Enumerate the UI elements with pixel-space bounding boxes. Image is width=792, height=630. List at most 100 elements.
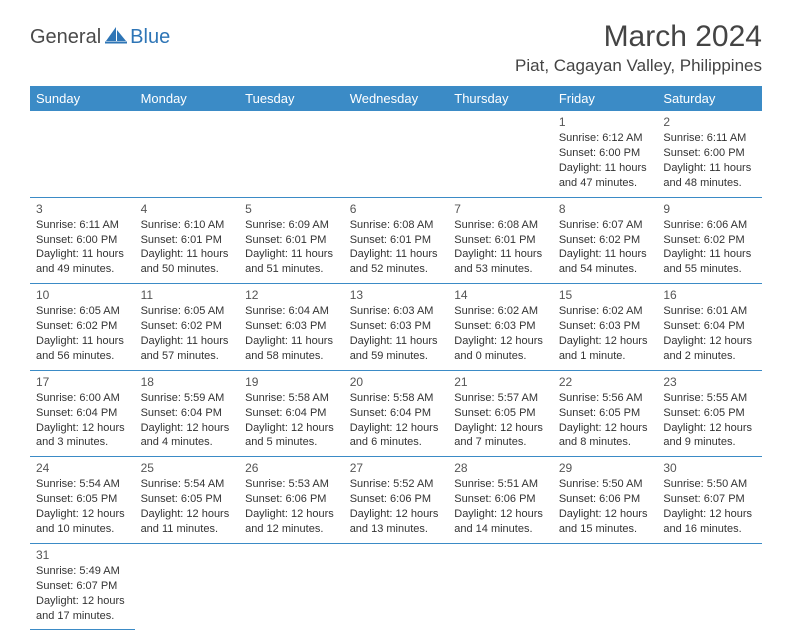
daylight-line: Daylight: 12 hours and 7 minutes. bbox=[454, 421, 547, 451]
daylight-line: Daylight: 12 hours and 16 minutes. bbox=[663, 507, 756, 537]
day-header: Thursday bbox=[448, 86, 553, 111]
day-number: 29 bbox=[559, 460, 652, 476]
sunrise-line: Sunrise: 5:55 AM bbox=[663, 391, 756, 406]
daylight-line: Daylight: 12 hours and 10 minutes. bbox=[36, 507, 129, 537]
day-number: 20 bbox=[350, 374, 443, 390]
calendar-cell: 5Sunrise: 6:09 AMSunset: 6:01 PMDaylight… bbox=[239, 197, 344, 284]
calendar-cell: 23Sunrise: 5:55 AMSunset: 6:05 PMDayligh… bbox=[657, 370, 762, 457]
calendar-cell: 18Sunrise: 5:59 AMSunset: 6:04 PMDayligh… bbox=[135, 370, 240, 457]
daylight-line: Daylight: 11 hours and 57 minutes. bbox=[141, 334, 234, 364]
sunset-line: Sunset: 6:04 PM bbox=[663, 319, 756, 334]
title-block: March 2024 Piat, Cagayan Valley, Philipp… bbox=[515, 20, 762, 76]
day-header: Saturday bbox=[657, 86, 762, 111]
calendar-cell: 28Sunrise: 5:51 AMSunset: 6:06 PMDayligh… bbox=[448, 457, 553, 544]
sunrise-line: Sunrise: 5:57 AM bbox=[454, 391, 547, 406]
sunset-line: Sunset: 6:04 PM bbox=[245, 406, 338, 421]
calendar-cell: 10Sunrise: 6:05 AMSunset: 6:02 PMDayligh… bbox=[30, 284, 135, 371]
daylight-line: Daylight: 11 hours and 50 minutes. bbox=[141, 247, 234, 277]
day-number: 16 bbox=[663, 287, 756, 303]
sunrise-line: Sunrise: 5:54 AM bbox=[141, 477, 234, 492]
sunrise-line: Sunrise: 6:02 AM bbox=[559, 304, 652, 319]
sunset-line: Sunset: 6:03 PM bbox=[350, 319, 443, 334]
calendar-cell: 14Sunrise: 6:02 AMSunset: 6:03 PMDayligh… bbox=[448, 284, 553, 371]
sunset-line: Sunset: 6:05 PM bbox=[454, 406, 547, 421]
sunrise-line: Sunrise: 6:03 AM bbox=[350, 304, 443, 319]
sunset-line: Sunset: 6:06 PM bbox=[350, 492, 443, 507]
sunrise-line: Sunrise: 5:54 AM bbox=[36, 477, 129, 492]
calendar-cell: 1Sunrise: 6:12 AMSunset: 6:00 PMDaylight… bbox=[553, 111, 658, 197]
daylight-line: Daylight: 11 hours and 59 minutes. bbox=[350, 334, 443, 364]
daylight-line: Daylight: 12 hours and 5 minutes. bbox=[245, 421, 338, 451]
sunset-line: Sunset: 6:04 PM bbox=[141, 406, 234, 421]
calendar-cell: 26Sunrise: 5:53 AMSunset: 6:06 PMDayligh… bbox=[239, 457, 344, 544]
calendar-cell: 17Sunrise: 6:00 AMSunset: 6:04 PMDayligh… bbox=[30, 370, 135, 457]
calendar-row: 31Sunrise: 5:49 AMSunset: 6:07 PMDayligh… bbox=[30, 543, 762, 630]
location-subtitle: Piat, Cagayan Valley, Philippines bbox=[515, 56, 762, 76]
sunrise-line: Sunrise: 5:53 AM bbox=[245, 477, 338, 492]
sunset-line: Sunset: 6:02 PM bbox=[141, 319, 234, 334]
sunset-line: Sunset: 6:02 PM bbox=[559, 233, 652, 248]
day-number: 1 bbox=[559, 114, 652, 130]
sunrise-line: Sunrise: 6:06 AM bbox=[663, 218, 756, 233]
logo-sail-icon bbox=[105, 26, 127, 49]
sunset-line: Sunset: 6:06 PM bbox=[245, 492, 338, 507]
sunrise-line: Sunrise: 5:50 AM bbox=[663, 477, 756, 492]
daylight-line: Daylight: 11 hours and 56 minutes. bbox=[36, 334, 129, 364]
header: General Blue March 2024 Piat, Cagayan Va… bbox=[30, 20, 762, 76]
calendar-cell: 7Sunrise: 6:08 AMSunset: 6:01 PMDaylight… bbox=[448, 197, 553, 284]
sunrise-line: Sunrise: 6:12 AM bbox=[559, 131, 652, 146]
day-header: Wednesday bbox=[344, 86, 449, 111]
day-number: 11 bbox=[141, 287, 234, 303]
day-number: 10 bbox=[36, 287, 129, 303]
calendar-cell: 11Sunrise: 6:05 AMSunset: 6:02 PMDayligh… bbox=[135, 284, 240, 371]
sunrise-line: Sunrise: 5:51 AM bbox=[454, 477, 547, 492]
calendar-cell: 22Sunrise: 5:56 AMSunset: 6:05 PMDayligh… bbox=[553, 370, 658, 457]
day-number: 3 bbox=[36, 201, 129, 217]
calendar-cell-empty bbox=[344, 111, 449, 197]
calendar-table: Sunday Monday Tuesday Wednesday Thursday… bbox=[30, 86, 762, 630]
sunrise-line: Sunrise: 6:02 AM bbox=[454, 304, 547, 319]
daylight-line: Daylight: 12 hours and 3 minutes. bbox=[36, 421, 129, 451]
daylight-line: Daylight: 12 hours and 12 minutes. bbox=[245, 507, 338, 537]
calendar-row: 24Sunrise: 5:54 AMSunset: 6:05 PMDayligh… bbox=[30, 457, 762, 544]
calendar-cell: 21Sunrise: 5:57 AMSunset: 6:05 PMDayligh… bbox=[448, 370, 553, 457]
sunrise-line: Sunrise: 6:05 AM bbox=[141, 304, 234, 319]
day-header: Sunday bbox=[30, 86, 135, 111]
day-number: 27 bbox=[350, 460, 443, 476]
sunset-line: Sunset: 6:02 PM bbox=[36, 319, 129, 334]
daylight-line: Daylight: 11 hours and 55 minutes. bbox=[663, 247, 756, 277]
calendar-cell: 25Sunrise: 5:54 AMSunset: 6:05 PMDayligh… bbox=[135, 457, 240, 544]
logo: General Blue bbox=[30, 26, 170, 49]
day-number: 14 bbox=[454, 287, 547, 303]
daylight-line: Daylight: 12 hours and 13 minutes. bbox=[350, 507, 443, 537]
calendar-cell: 20Sunrise: 5:58 AMSunset: 6:04 PMDayligh… bbox=[344, 370, 449, 457]
calendar-cell-empty bbox=[135, 543, 240, 630]
day-number: 13 bbox=[350, 287, 443, 303]
sunset-line: Sunset: 6:04 PM bbox=[36, 406, 129, 421]
day-number: 12 bbox=[245, 287, 338, 303]
day-number: 26 bbox=[245, 460, 338, 476]
calendar-cell: 12Sunrise: 6:04 AMSunset: 6:03 PMDayligh… bbox=[239, 284, 344, 371]
calendar-header-row: Sunday Monday Tuesday Wednesday Thursday… bbox=[30, 86, 762, 111]
sunrise-line: Sunrise: 6:09 AM bbox=[245, 218, 338, 233]
calendar-row: 17Sunrise: 6:00 AMSunset: 6:04 PMDayligh… bbox=[30, 370, 762, 457]
sunset-line: Sunset: 6:03 PM bbox=[245, 319, 338, 334]
day-number: 28 bbox=[454, 460, 547, 476]
calendar-cell: 4Sunrise: 6:10 AMSunset: 6:01 PMDaylight… bbox=[135, 197, 240, 284]
sunrise-line: Sunrise: 5:59 AM bbox=[141, 391, 234, 406]
sunset-line: Sunset: 6:07 PM bbox=[663, 492, 756, 507]
daylight-line: Daylight: 11 hours and 58 minutes. bbox=[245, 334, 338, 364]
calendar-cell: 27Sunrise: 5:52 AMSunset: 6:06 PMDayligh… bbox=[344, 457, 449, 544]
daylight-line: Daylight: 12 hours and 8 minutes. bbox=[559, 421, 652, 451]
calendar-cell-empty bbox=[553, 543, 658, 630]
sunrise-line: Sunrise: 6:07 AM bbox=[559, 218, 652, 233]
calendar-cell: 3Sunrise: 6:11 AMSunset: 6:00 PMDaylight… bbox=[30, 197, 135, 284]
calendar-cell: 30Sunrise: 5:50 AMSunset: 6:07 PMDayligh… bbox=[657, 457, 762, 544]
calendar-cell-empty bbox=[448, 543, 553, 630]
sunrise-line: Sunrise: 5:58 AM bbox=[245, 391, 338, 406]
sunrise-line: Sunrise: 6:08 AM bbox=[350, 218, 443, 233]
sunrise-line: Sunrise: 6:11 AM bbox=[663, 131, 756, 146]
day-header: Tuesday bbox=[239, 86, 344, 111]
day-header: Friday bbox=[553, 86, 658, 111]
logo-text-blue: Blue bbox=[130, 26, 170, 49]
